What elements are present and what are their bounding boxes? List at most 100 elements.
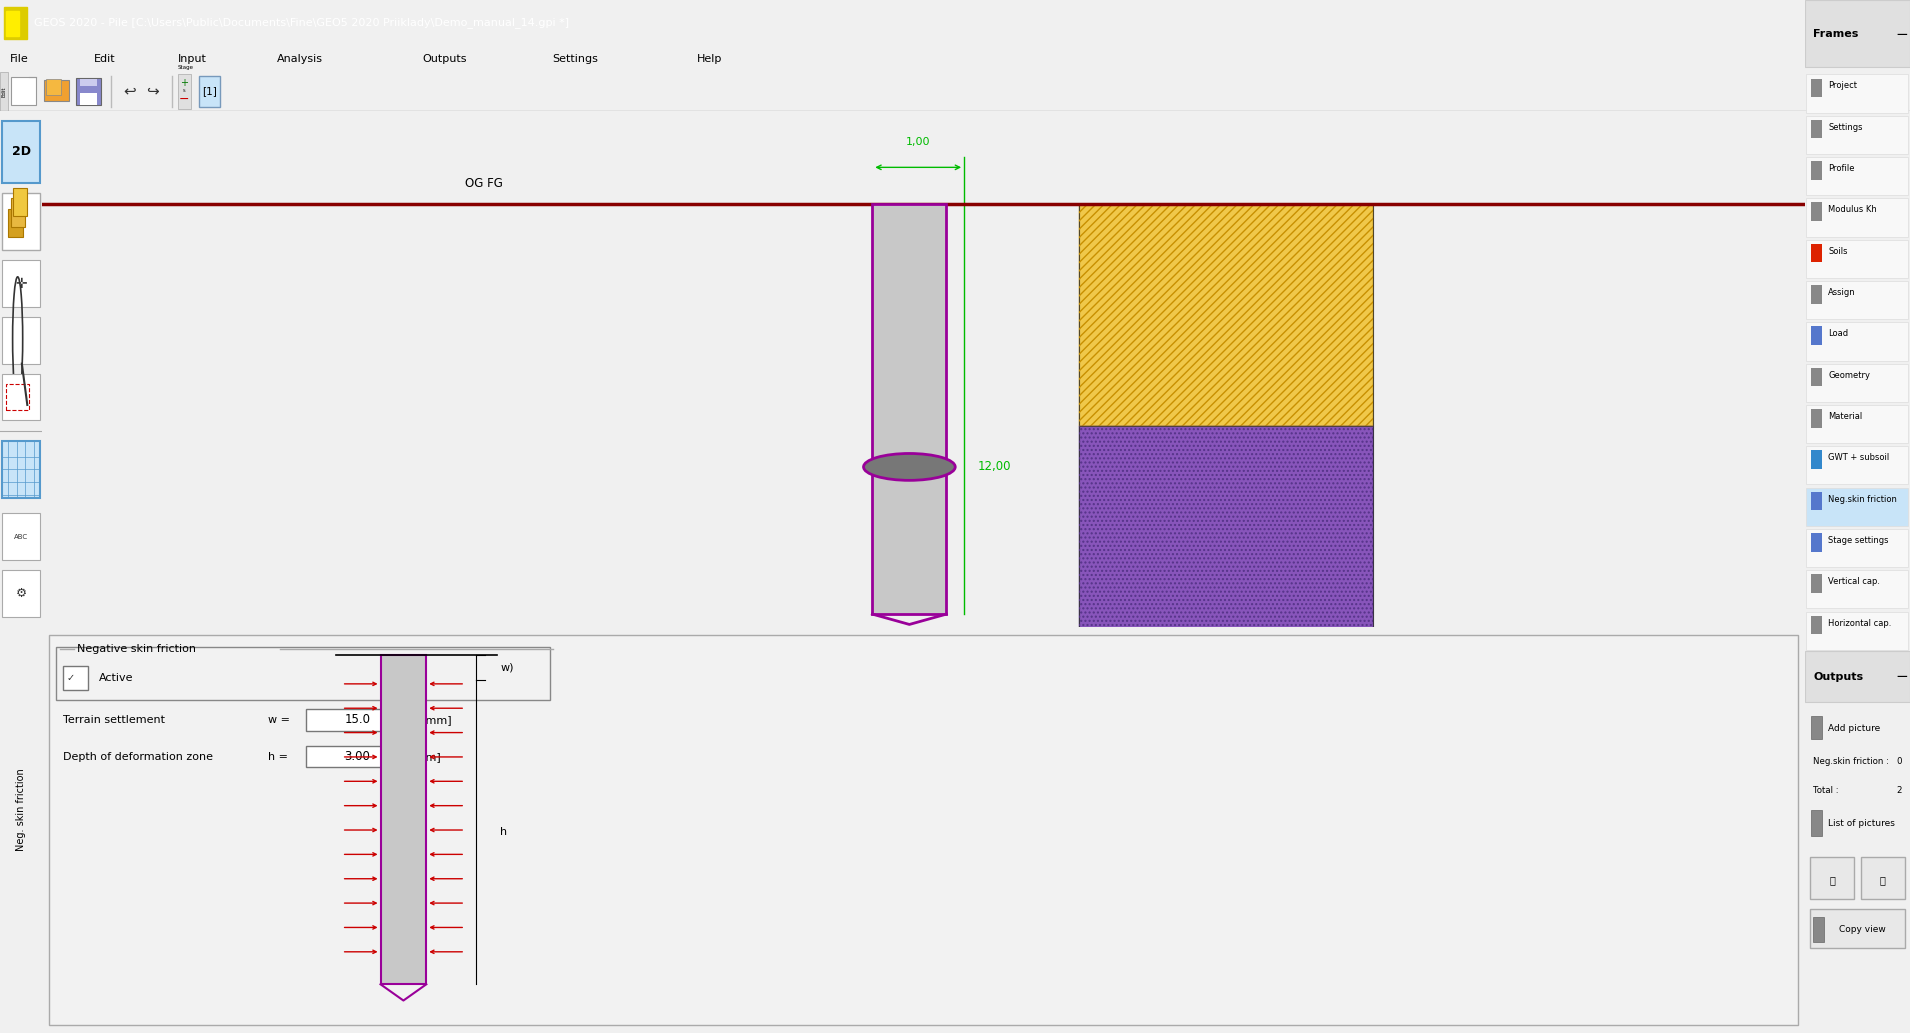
Bar [80, 93, 97, 104]
Text: Input: Input [178, 54, 206, 64]
Bar [55, 648, 550, 700]
Text: ↪: ↪ [147, 84, 159, 99]
Text: ⚙: ⚙ [15, 587, 27, 600]
Bar [1811, 285, 1822, 304]
Bar [199, 76, 220, 106]
Bar [1807, 74, 1908, 113]
Bar [306, 709, 409, 730]
Text: Modulus Kh: Modulus Kh [1828, 206, 1878, 215]
Text: OG FG: OG FG [466, 178, 502, 190]
Text: Outputs: Outputs [1813, 671, 1864, 682]
Bar [1811, 810, 1822, 836]
Bar [1807, 198, 1908, 237]
Bar [1805, 0, 1910, 67]
Text: Neg.skin friction: Neg.skin friction [1828, 495, 1897, 504]
Bar [380, 656, 426, 984]
Bar [1811, 409, 1822, 428]
Text: Horizontal cap.: Horizontal cap. [1828, 619, 1891, 628]
Text: File: File [10, 54, 29, 64]
Bar [178, 74, 191, 108]
Bar [44, 80, 69, 101]
Bar [11, 198, 25, 227]
Text: Outputs: Outputs [422, 54, 466, 64]
Bar [2, 374, 40, 420]
Text: Stage settings: Stage settings [1828, 536, 1889, 545]
Bar [63, 665, 88, 690]
Bar [1079, 426, 1373, 648]
Bar [1807, 116, 1908, 154]
Bar [873, 204, 945, 614]
Bar [1811, 716, 1822, 739]
Bar [2, 513, 40, 560]
Text: h =: h = [267, 752, 288, 762]
Text: Load: Load [1828, 330, 1849, 339]
Bar [2, 260, 40, 307]
Text: Assign: Assign [1828, 288, 1857, 298]
Text: □: □ [1843, 18, 1855, 28]
Text: 15.0: 15.0 [344, 713, 371, 726]
Bar [1807, 488, 1908, 526]
Bar [2, 317, 40, 364]
Bar [2, 441, 40, 498]
Text: Analysis: Analysis [277, 54, 323, 64]
Text: Vertical cap.: Vertical cap. [1828, 577, 1879, 587]
Circle shape [863, 453, 955, 480]
Bar [46, 80, 61, 95]
Bar [80, 79, 97, 86]
Text: Project: Project [1828, 82, 1857, 91]
Bar [1811, 574, 1822, 593]
Bar [4, 7, 27, 38]
Bar [1807, 570, 1908, 608]
Text: Frames: Frames [1813, 29, 1858, 39]
Bar [76, 79, 101, 104]
Text: Neg.skin friction :: Neg.skin friction : [1813, 757, 1889, 765]
Bar [8, 209, 23, 237]
Text: 🖨: 🖨 [1830, 875, 1836, 885]
Text: 💾: 💾 [1879, 875, 1885, 885]
Bar [1807, 240, 1908, 278]
Text: Edit: Edit [94, 54, 115, 64]
Bar [1807, 612, 1908, 650]
Text: ✛: ✛ [15, 277, 27, 290]
Text: [1]: [1] [202, 87, 216, 96]
Text: Negative skin friction: Negative skin friction [76, 645, 197, 654]
Bar [1807, 446, 1908, 484]
Text: Copy view: Copy view [1839, 926, 1885, 934]
Text: ✓: ✓ [67, 672, 74, 683]
Text: Soils: Soils [1828, 247, 1847, 256]
Bar [1813, 917, 1824, 942]
Text: 1,00: 1,00 [905, 136, 930, 147]
Bar [11, 77, 36, 104]
Bar [1811, 202, 1822, 221]
Text: Neg. skin friction: Neg. skin friction [15, 769, 27, 851]
Text: List of pictures: List of pictures [1828, 819, 1895, 827]
Bar [1811, 909, 1904, 948]
Text: [m]: [m] [420, 752, 441, 762]
Text: −: − [1895, 669, 1908, 684]
Text: −: − [1895, 27, 1908, 41]
Bar [1811, 244, 1822, 262]
Text: 0: 0 [1897, 757, 1902, 765]
Text: 3.00: 3.00 [344, 750, 371, 762]
Bar [1807, 405, 1908, 443]
Text: w =: w = [267, 716, 290, 725]
Bar [1805, 651, 1910, 702]
Text: Settings: Settings [1828, 123, 1862, 132]
Bar [1079, 426, 1373, 648]
Text: −: − [180, 93, 189, 106]
Bar [1807, 157, 1908, 195]
Text: Active: Active [99, 672, 134, 683]
Bar [306, 746, 409, 768]
Text: +: + [180, 79, 189, 88]
Text: Help: Help [697, 54, 722, 64]
Bar [0, 72, 8, 111]
Bar [1811, 120, 1822, 138]
Text: GEOS 2020 - Pile [C:\Users\Public\Documents\Fine\GEO5 2020 Priiklady\Demo_manual: GEOS 2020 - Pile [C:\Users\Public\Docume… [34, 18, 569, 28]
Bar [1811, 326, 1822, 345]
Text: ↩: ↩ [124, 84, 136, 99]
Text: h: h [500, 827, 508, 837]
Text: Total :: Total : [1813, 786, 1839, 794]
Bar [2, 121, 40, 183]
Bar [2, 193, 40, 250]
Text: 2: 2 [1897, 786, 1902, 794]
